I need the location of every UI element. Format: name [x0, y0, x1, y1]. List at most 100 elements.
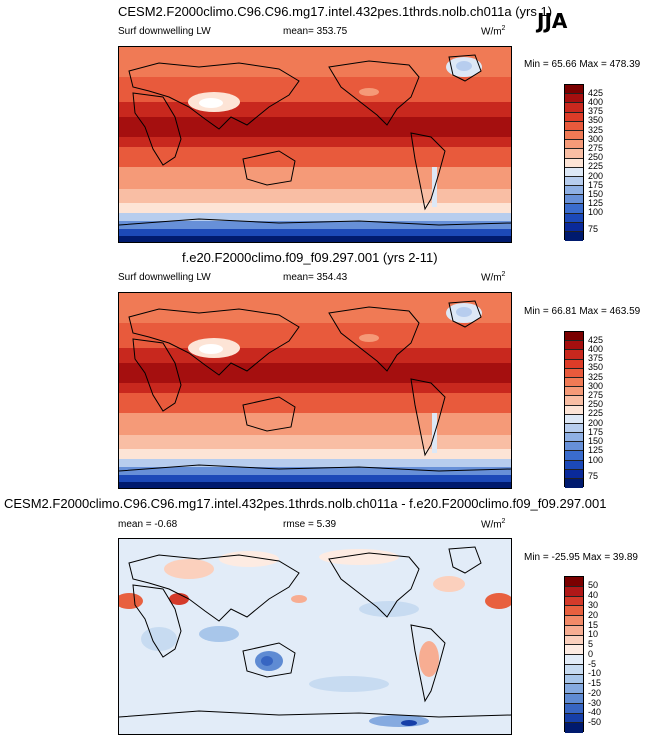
colorbar-tick: 425: [588, 88, 604, 98]
colorbar-tick: -50: [588, 717, 602, 727]
colorbar-tick: 225: [588, 161, 604, 171]
panel1-colorbar-swatch: [565, 195, 583, 205]
colorbar-tick: 250: [588, 152, 604, 162]
panel2-variable-label: Surf downwelling LW: [118, 272, 211, 283]
colorbar-tick: 350: [588, 115, 604, 125]
colorbar-tick: 200: [588, 171, 604, 181]
colorbar-tick: 75: [588, 471, 599, 481]
panel1-colorbar-swatch: [565, 85, 583, 95]
panel2-mean-label: mean= 354.43: [283, 272, 348, 283]
colorbar-tick: 225: [588, 408, 604, 418]
panel1-colorbar-swatch: [565, 186, 583, 196]
colorbar-tick: 400: [588, 344, 604, 354]
colorbar-tick: 400: [588, 97, 604, 107]
colorbar-tick: 300: [588, 134, 604, 144]
panel2-colorbar-swatch: [565, 387, 583, 397]
panel3-map: [118, 538, 512, 735]
panel2-colorbar-swatch: [565, 423, 583, 434]
panel3-colorbar-swatch: [565, 586, 583, 597]
panel2-colorbar-swatch: [565, 377, 583, 388]
panel1-colorbar-swatch: [565, 222, 583, 232]
colorbar-tick: 125: [588, 445, 604, 455]
panel2-colorbar-swatch: [565, 350, 583, 360]
panel1-units: W/m2: [481, 25, 506, 38]
colorbar-tick: 30: [588, 600, 599, 610]
colorbar-tick: 375: [588, 353, 604, 363]
panel2-colorbar-swatch: [565, 332, 583, 342]
panel2-colorbar: [564, 331, 584, 489]
panel3-colorbar-swatch: [565, 674, 583, 685]
panel1-colorbar-swatch: [565, 112, 583, 122]
panel2-colorbar-swatch: [565, 442, 583, 452]
colorbar-tick: 10: [588, 629, 599, 639]
panel2-colorbar-swatch: [565, 469, 583, 479]
colorbar-tick: 200: [588, 418, 604, 428]
panel2-units: W/m2: [481, 271, 506, 284]
panel2-colorbar-swatch: [565, 433, 583, 443]
panel3-colorbar-swatch: [565, 645, 583, 655]
panel1-colorbar-swatch: [565, 158, 583, 168]
colorbar-tick: -5: [588, 659, 597, 669]
panel3-units: W/m2: [481, 518, 506, 531]
panel1-colorbar-swatch: [565, 103, 583, 113]
panel1-colorbar-swatch: [565, 94, 583, 104]
panel1-colorbar-swatch: [565, 176, 583, 187]
colorbar-tick: 150: [588, 189, 604, 199]
panel1-map-field: [119, 47, 511, 242]
panel2-map-field: [119, 293, 511, 488]
panel3-colorbar-swatch: [565, 703, 583, 714]
panel2-colorbar-swatch: [565, 396, 583, 406]
panel3-title: CESM2.F2000climo.C96.C96.mg17.intel.432p…: [4, 496, 607, 511]
colorbar-tick: 100: [588, 207, 604, 217]
colorbar-tick: 325: [588, 125, 604, 135]
colorbar-tick: 325: [588, 372, 604, 382]
panel3-colorbar-swatch: [565, 616, 583, 626]
colorbar-tick: 375: [588, 106, 604, 116]
panel2-colorbar-swatch: [565, 341, 583, 351]
panel3-colorbar-swatch: [565, 606, 583, 616]
colorbar-tick: 275: [588, 390, 604, 400]
panel1-colorbar-swatch: [565, 213, 583, 223]
panel3-rmse-label: rmse = 5.39: [283, 519, 337, 530]
colorbar-tick: -10: [588, 668, 602, 678]
panel2-colorbar-swatch: [565, 405, 583, 415]
panel3-minmax: Min = -25.95 Max = 39.89: [524, 552, 638, 563]
panel3-colorbar-swatch: [565, 577, 583, 587]
panel3-colorbar-swatch: [565, 684, 583, 694]
panel3-colorbar-swatch: [565, 625, 583, 636]
panel2-map: [118, 292, 512, 489]
colorbar-tick: 20: [588, 610, 599, 620]
panel3-map-field: [119, 539, 511, 734]
panel3-colorbar-swatch: [565, 596, 583, 607]
season-label: JJA: [537, 9, 568, 33]
colorbar-tick: 425: [588, 335, 604, 345]
colorbar-tick: 275: [588, 143, 604, 153]
panel1-minmax: Min = 65.66 Max = 478.39: [524, 59, 641, 70]
panel3-colorbar: [564, 576, 584, 733]
panel1-colorbar-swatch: [565, 140, 583, 150]
colorbar-tick: 40: [588, 590, 599, 600]
colorbar-tick: 150: [588, 436, 604, 446]
colorbar-tick: -40: [588, 707, 602, 717]
colorbar-tick: 250: [588, 399, 604, 409]
panel2-colorbar-swatch: [565, 414, 583, 424]
panel2-colorbar-swatch: [565, 451, 583, 461]
panel2-colorbar-swatch: [565, 368, 583, 378]
panel2-colorbar-swatch: [565, 460, 583, 470]
colorbar-tick: 300: [588, 381, 604, 391]
colorbar-tick: 350: [588, 362, 604, 372]
panel3-colorbar-swatch: [565, 664, 583, 675]
panel2-colorbar-swatch: [565, 359, 583, 369]
panel1-colorbar-swatch: [565, 130, 583, 141]
panel1-colorbar: [564, 84, 584, 242]
panel1-mean-label: mean= 353.75: [283, 26, 348, 37]
colorbar-tick: 50: [588, 580, 599, 590]
panel1-colorbar-swatch: [565, 232, 583, 242]
panel3-colorbar-swatch: [565, 655, 583, 665]
colorbar-tick: 175: [588, 427, 604, 437]
colorbar-tick: -20: [588, 688, 602, 698]
colorbar-tick: 100: [588, 455, 604, 465]
panel2-colorbar-swatch: [565, 479, 583, 489]
panel1-colorbar-swatch: [565, 204, 583, 214]
colorbar-tick: 125: [588, 198, 604, 208]
